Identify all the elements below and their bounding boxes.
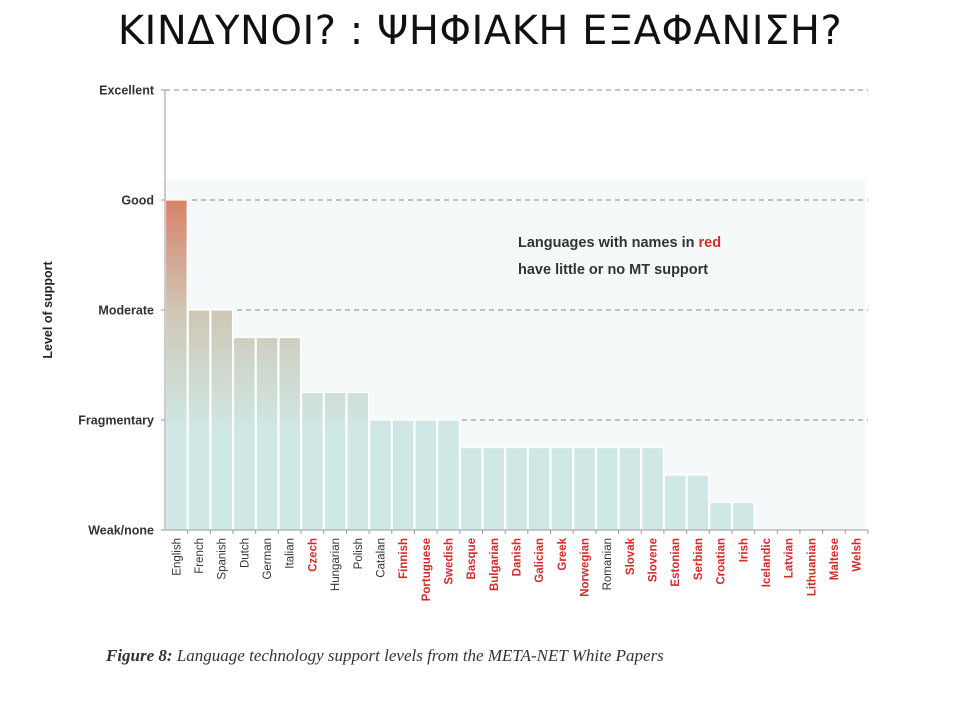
bar-spanish [210,309,234,531]
x-tick-label-portuguese: Portuguese [421,538,433,601]
x-tick-label-norwegian: Norwegian [580,538,592,597]
support-levels-chart: Weak/none Fragmentary Moderate Good Excellen… [41,84,869,601]
x-tick-label-danish: Danish [512,538,524,576]
x-tick-label-basque: Basque [466,538,478,580]
x-tick-label-french: French [194,538,206,574]
y-tick-label-4: Excellent [99,84,155,98]
x-tick-label-spanish: Spanish [217,538,229,580]
mt-support-note-line1: Languages with names in red [518,235,721,251]
x-tick-label-dutch: Dutch [239,538,251,568]
bar-danish [505,446,528,531]
bar-bulgarian [482,446,506,531]
x-tick-label-lithuanian: Lithuanian [806,538,818,596]
mt-support-note-line2: have little or no MT support [518,262,708,278]
x-tick-label-romanian: Romanian [602,538,614,590]
bar-serbian [686,474,710,531]
mt-support-note-red-word: red [698,235,721,251]
bar-estonian [663,474,687,531]
x-tick-label-catalan: Catalan [375,538,387,578]
x-tick-label-slovak: Slovak [625,537,637,575]
x-tick-label-swedish: Swedish [443,538,455,585]
x-tick-label-irish: Irish [738,538,750,562]
bar-greek [550,446,574,531]
y-tick-label-1: Fragmentary [78,414,154,428]
x-tick-label-greek: Greek [557,537,569,570]
bar-irish [731,501,755,531]
x-tick-label-maltese: Maltese [829,538,841,580]
x-tick-label-bulgarian: Bulgarian [489,538,501,591]
bar-polish [346,391,370,531]
bar-german [255,336,279,531]
y-axis-label: Level of support [41,261,55,359]
x-tick-label-icelandic: Icelandic [761,537,773,587]
bar-norwegian [573,446,596,531]
bar-czech [300,391,324,531]
bar-french [187,309,211,531]
bar-italian [278,336,302,531]
bar-croatian [709,501,733,531]
figure-caption-text: Language technology support levels from … [176,646,664,665]
x-tick-label-croatian: Croatian [716,538,728,585]
x-tick-label-serbian: Serbian [693,538,705,580]
x-tick-label-slovene: Slovene [648,538,660,582]
bar-basque [459,446,483,531]
bar-galician [527,446,551,531]
y-tick-label-3: Good [121,194,154,208]
figure-caption: Figure 8: Language technology support le… [106,646,664,666]
bar-portuguese [414,419,438,531]
x-tick-label-welsh: Welsh [852,538,864,572]
bar-finnish [391,419,415,531]
bar-dutch [232,336,256,531]
x-tick-label-german: German [262,538,274,580]
y-tick-label-0: Weak/none [88,524,154,538]
x-tick-label-latvian: Latvian [784,538,796,578]
x-tick-label-hungarian: Hungarian [330,538,342,591]
x-tick-label-finnish: Finnish [398,538,410,579]
mt-support-note-prefix: Languages with names in [518,235,698,251]
bar-english [164,199,188,531]
bar-romanian [595,446,619,531]
bar-swedish [437,419,460,531]
x-tick-label-polish: Polish [353,538,365,569]
x-tick-label-estonian: Estonian [670,538,682,587]
x-tick-label-english: English [171,538,183,576]
y-tick-label-2: Moderate [98,304,154,318]
bar-catalan [368,419,392,531]
bar-slovene [641,446,665,531]
x-tick-label-galician: Galician [534,538,546,583]
slide-title: ΚΙΝΔΥΝΟΙ? : ΨΗΦΙΑΚΗ ΕΞΑΦΑΝΙΣΗ? [117,8,843,54]
figure-caption-label: Figure 8: [106,646,173,665]
x-tick-label-italian: Italian [285,538,297,569]
bar-slovak [618,446,642,531]
bar-hungarian [323,391,347,531]
x-tick-label-czech: Czech [307,538,319,572]
